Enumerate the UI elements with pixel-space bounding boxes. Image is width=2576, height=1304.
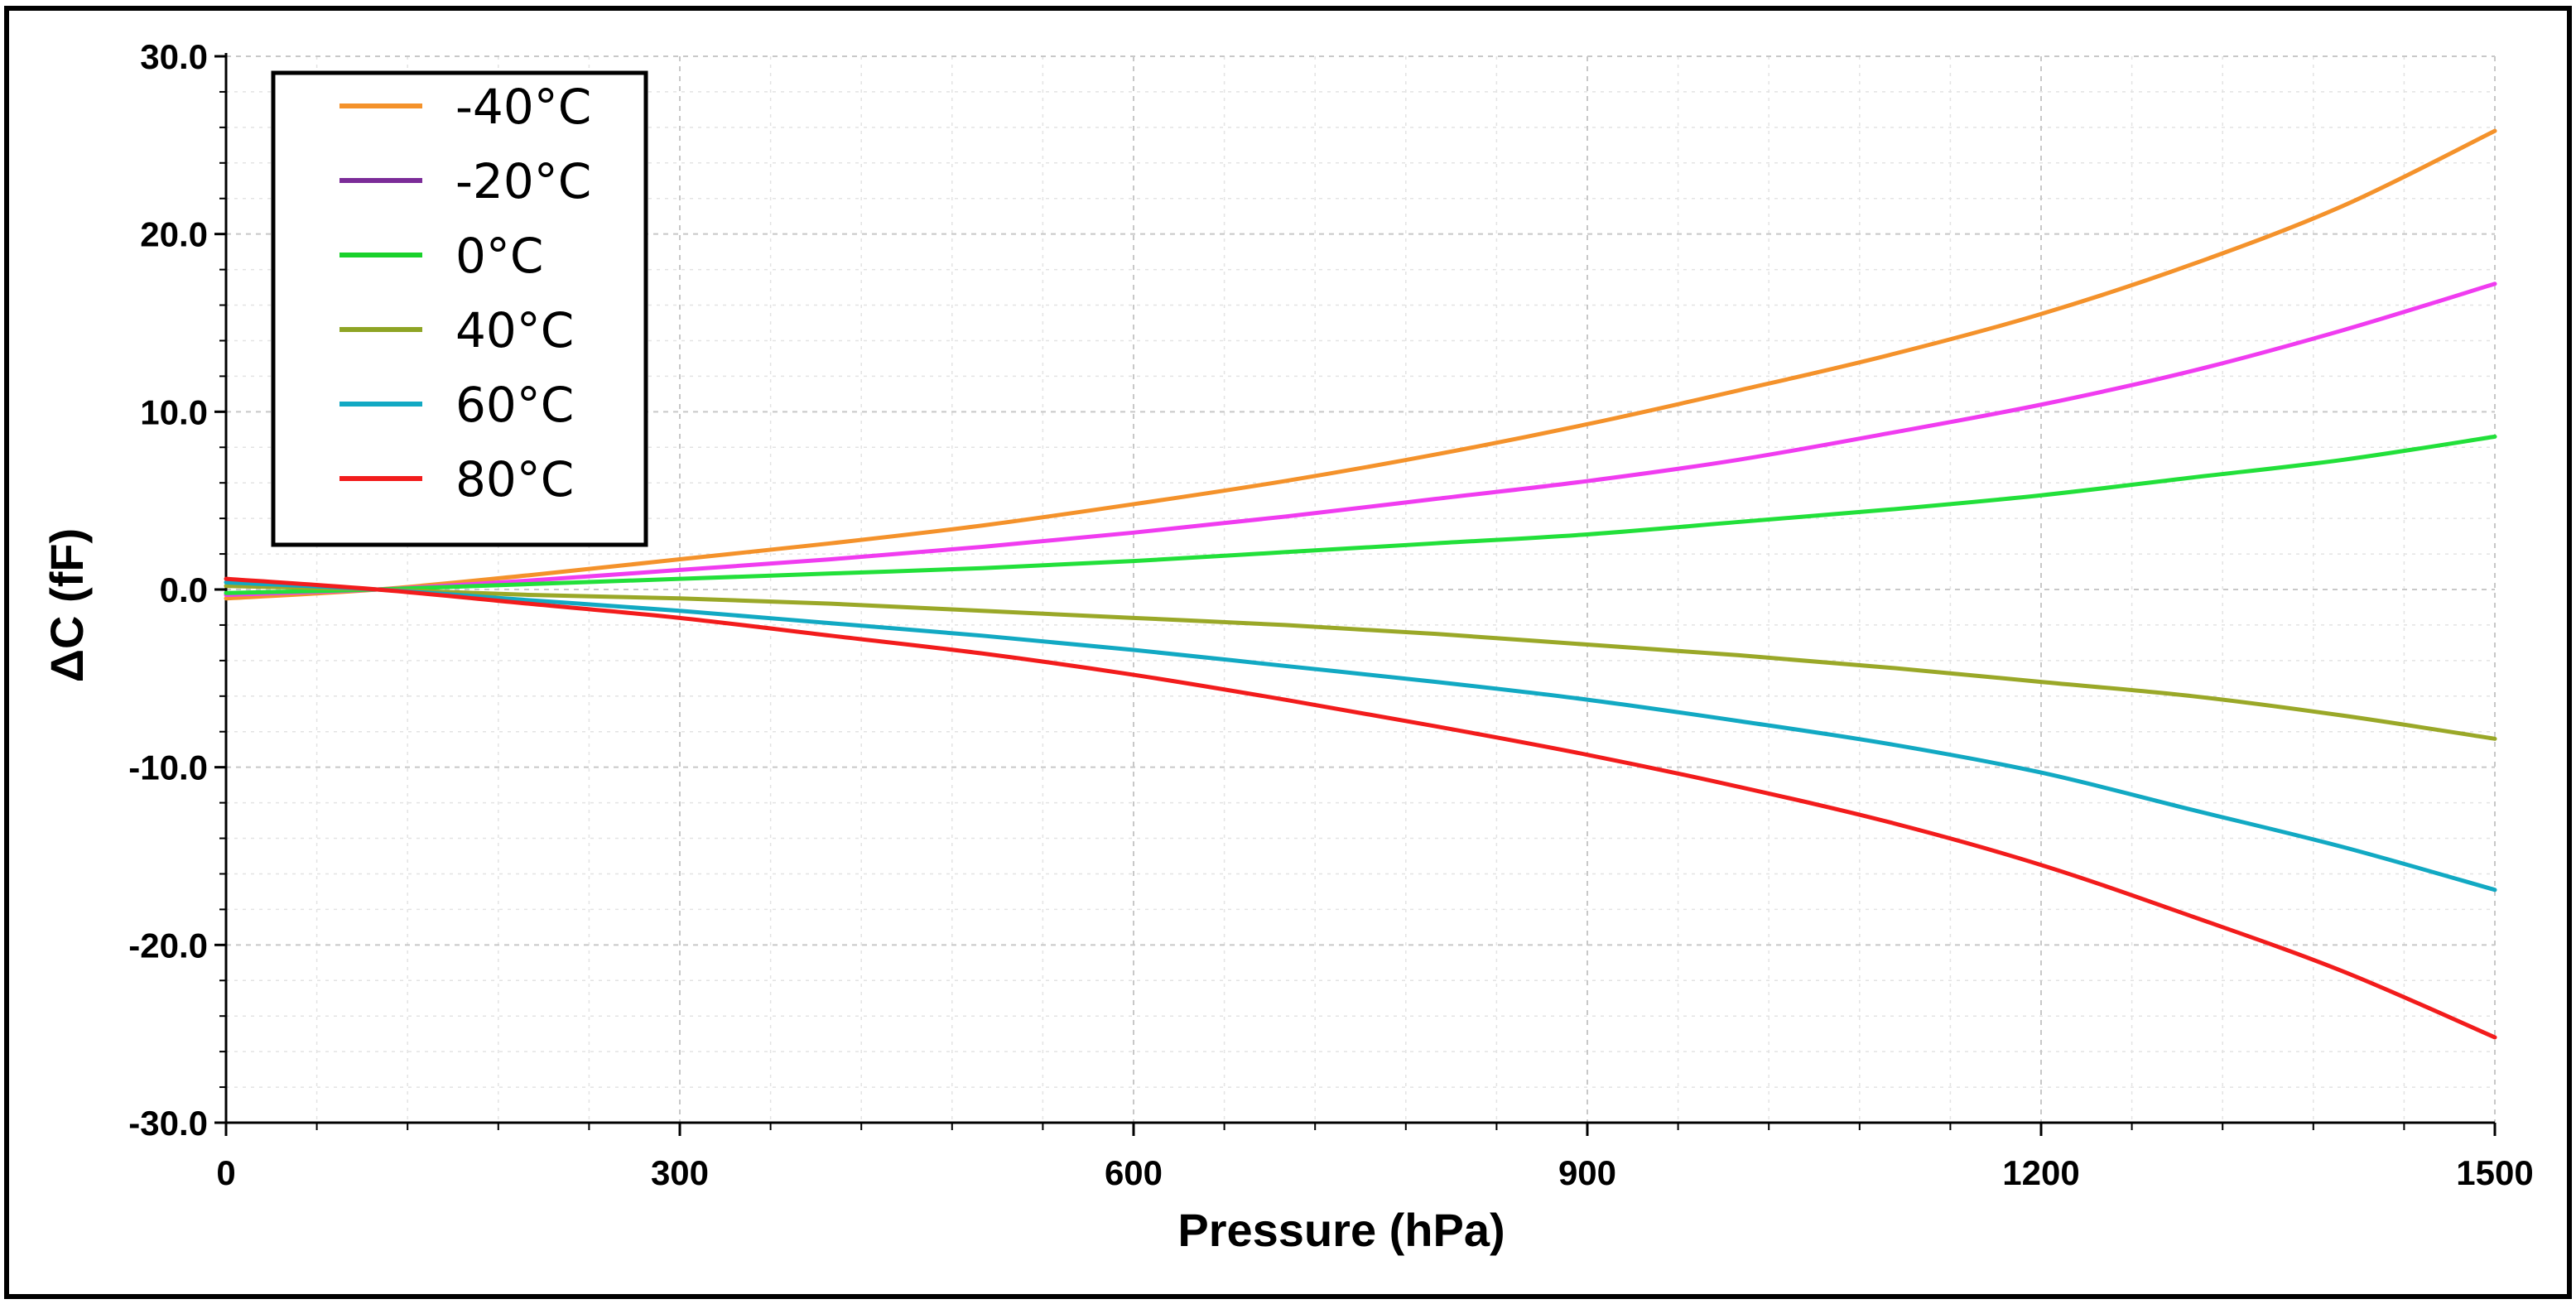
y-tick-label: -30.0 bbox=[128, 1104, 208, 1143]
legend-label-5: 80°C bbox=[455, 451, 574, 508]
x-tick-label: 900 bbox=[1558, 1153, 1616, 1192]
x-tick-label: 600 bbox=[1105, 1153, 1163, 1192]
y-tick-label: 10.0 bbox=[140, 392, 208, 431]
y-tick-label: 30.0 bbox=[140, 37, 208, 76]
legend-label-0: -40°C bbox=[455, 79, 591, 135]
axes: 30.0 20.0 10.0 0.0 -10.0 -20.0 -30.00 300 600 900… bbox=[128, 37, 2533, 1192]
y-tick-label: -10.0 bbox=[128, 748, 208, 787]
series-layer bbox=[224, 128, 2497, 1040]
y-axis-title: ΔC (fF) bbox=[41, 528, 93, 682]
legend-box bbox=[271, 70, 648, 547]
series-line-4 bbox=[224, 580, 2497, 893]
series-line-0 bbox=[224, 128, 2497, 601]
x-tick-label: 0 bbox=[216, 1153, 235, 1192]
legend-label-2: 0°C bbox=[455, 228, 543, 284]
x-tick-label: 1200 bbox=[2002, 1153, 2079, 1192]
y-tick-label: 20.0 bbox=[140, 215, 208, 254]
y-tick-label: 0.0 bbox=[160, 570, 208, 609]
x-tick-label: 300 bbox=[651, 1153, 709, 1192]
series-line-5 bbox=[224, 576, 2497, 1040]
legend: -40°C -20°C 0°C 40°C 60°C 80°C bbox=[271, 70, 648, 547]
legend-label-4: 60°C bbox=[455, 377, 574, 433]
x-tick-label: 1500 bbox=[2456, 1153, 2533, 1192]
series-line-2 bbox=[224, 434, 2497, 595]
series-line-1 bbox=[224, 281, 2497, 597]
chart-border bbox=[4, 6, 2572, 1299]
y-tick-label: -20.0 bbox=[128, 926, 208, 965]
x-axis-title: Pressure (hPa) bbox=[1177, 1204, 1505, 1256]
legend-label-3: 40°C bbox=[455, 302, 574, 358]
legend-label-1: -20°C bbox=[455, 153, 591, 209]
series-line-3 bbox=[224, 584, 2497, 741]
